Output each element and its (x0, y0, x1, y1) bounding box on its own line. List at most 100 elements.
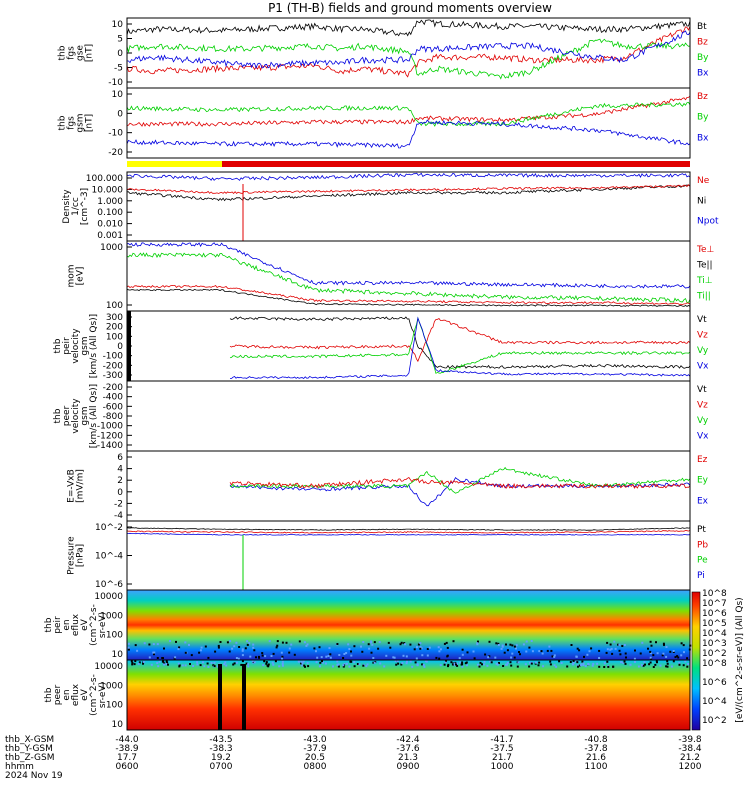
spectrogram-noise (358, 663, 361, 666)
xtick-thb_X-GSM: -44.0 (115, 735, 139, 745)
legend-peir_vel: Vt (697, 315, 707, 325)
spectrogram-noise (167, 663, 169, 666)
ylabel-efield: E=-VxB (67, 469, 77, 503)
spectrogram-noise (251, 660, 254, 663)
ytick-fgs: 5 (117, 35, 123, 45)
legend-pressure: Pb (697, 540, 708, 550)
spectrogram-noise (684, 660, 687, 663)
spectrogram-noise (212, 664, 215, 667)
spectrogram-noise (401, 662, 404, 665)
spectrogram-noise (300, 662, 303, 665)
spectrogram-noise (300, 660, 303, 663)
spectrogram-noise (367, 643, 370, 646)
colorbar-tick: 10^3 (702, 639, 727, 649)
series-By-fgs (126, 38, 691, 80)
spectrogram-noise (229, 640, 232, 643)
ytick-peer_en: 1000 (100, 681, 123, 691)
series-Vy (229, 316, 691, 374)
spectrogram-noise (293, 653, 296, 656)
panel-peer_vel: thb peer velocity gsm [km/s (All Qs)] -200-40… (53, 380, 709, 452)
spectrogram-noise (235, 661, 238, 664)
spectrogram-noise (281, 660, 284, 663)
axis-fill (127, 311, 131, 381)
xtick-thb_X-GSM: -40.8 (584, 735, 608, 745)
spectrogram-noise (501, 644, 504, 647)
spectrogram-noise (639, 652, 642, 655)
ytick-fgs_gsm: -10 (108, 129, 123, 139)
spectrogram-noise (613, 640, 616, 643)
spectrogram-noise (175, 640, 177, 643)
spectrogram-noise (656, 661, 658, 664)
legend-density: Ni (697, 196, 706, 206)
spectrogram-noise (461, 663, 464, 666)
spectrogram-noise (672, 660, 675, 663)
spectrogram-noise (580, 663, 583, 666)
spectrogram-noise (624, 652, 627, 655)
xtick-thb_Y-GSM: -37.6 (396, 744, 420, 754)
spectrogram-noise (644, 663, 646, 666)
spectrogram-noise (337, 665, 340, 668)
legend-fgs: Bx (697, 69, 709, 79)
spectrogram-noise (362, 664, 365, 667)
spectrogram-noise (444, 661, 447, 664)
spectrogram-noise (143, 642, 146, 645)
spectrogram-noise (181, 664, 184, 667)
spectrogram-noise (642, 664, 645, 667)
spectrogram-noise (687, 663, 690, 665)
spectrogram-noise (303, 641, 306, 644)
ylabel-peer_en: peer (53, 684, 63, 705)
spectrogram-noise (640, 663, 643, 666)
ytick-peir_vel: 100 (106, 332, 123, 342)
legend-efield: Ex (697, 496, 709, 506)
spectrogram-noise (371, 643, 374, 646)
spectrogram-noise (535, 661, 538, 664)
spectrogram-noise (670, 665, 673, 668)
ylabel-peir_en: sr-eV) (98, 612, 108, 638)
xtick-thb_Z-GSM: 21.6 (586, 753, 606, 763)
mode-bar-survey (127, 161, 222, 167)
spectrogram-noise (486, 664, 489, 667)
ylabel-fgs_gsm: [nT] (85, 114, 95, 132)
spectrogram-noise (606, 648, 609, 651)
spectrogram-noise (461, 661, 464, 664)
spectrogram-noise (246, 643, 249, 646)
spectrogram-noise (288, 651, 291, 654)
spectrogram-noise (300, 664, 303, 667)
spectrogram-noise (315, 661, 318, 664)
xtick-thb_X-GSM: -42.4 (396, 735, 420, 745)
spectrogram-noise (678, 661, 681, 664)
xrow-label: thb_X-GSM (5, 735, 54, 745)
spectrogram-noise (368, 647, 371, 650)
spectrogram-noise (400, 663, 403, 666)
spectrogram-noise (459, 661, 462, 664)
spectrogram-noise (466, 664, 468, 667)
spectrogram-noise (537, 664, 540, 667)
ytick-peir_vel: -200 (103, 361, 124, 371)
spectrogram-noise (528, 646, 531, 649)
xtick-hhmm: 1000 (491, 762, 514, 772)
series-Ez (229, 476, 691, 489)
panel-fgs: thb fgs gse [nT] 10 5 0 -5 -10 Bt Bz By Bx (58, 17, 709, 89)
spectrogram-noise (438, 657, 441, 660)
spectrogram-noise (490, 661, 493, 664)
legend-peer_vel: Vx (697, 432, 709, 442)
spectrogram-noise (153, 653, 155, 656)
spectrogram-noise (360, 645, 362, 648)
series-Vx (230, 316, 691, 380)
spectrogram-noise (233, 645, 236, 648)
spectrogram-noise (513, 645, 516, 648)
spectrogram-noise (661, 654, 664, 657)
spectrogram-noise (163, 647, 165, 650)
spectrogram-noise (403, 642, 406, 645)
spectrogram-noise (455, 663, 457, 666)
spectrogram-noise (452, 640, 455, 643)
ylabel-peir_vel: thb (53, 338, 63, 353)
spectrogram-noise (598, 649, 601, 652)
spectrogram-noise (332, 665, 334, 668)
spectrogram-noise (405, 662, 408, 665)
spectrogram-noise (682, 644, 685, 647)
spectrogram-noise (530, 662, 533, 665)
spectrogram-noise (437, 646, 440, 649)
spectrogram-noise (150, 663, 153, 666)
spectrogram-noise (652, 666, 655, 668)
